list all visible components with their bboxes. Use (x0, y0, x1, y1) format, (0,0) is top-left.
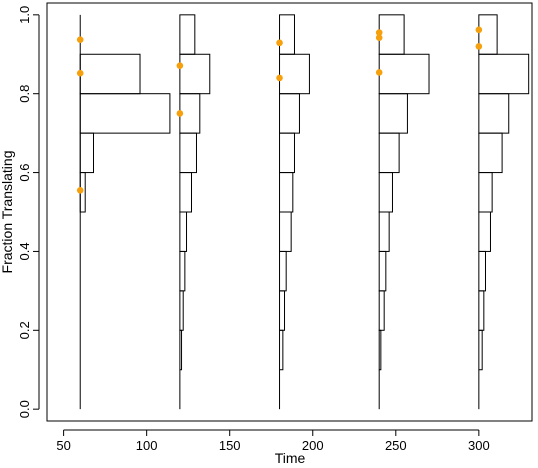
bin-180-1 (279, 329, 284, 371)
bin-240-2 (378, 290, 385, 331)
y-tick-label-0: 0.0 (17, 400, 32, 418)
x-tick-label-200: 200 (302, 438, 324, 453)
bin-300-8 (478, 53, 530, 95)
bin-120-6 (179, 132, 197, 174)
x-tick-label-100: 100 (136, 438, 158, 453)
bin-120-5 (179, 172, 193, 213)
bin-300-6 (478, 132, 503, 174)
plot-frame (46, 2, 533, 422)
bin-300-9 (478, 14, 498, 55)
bin-180-7 (279, 93, 300, 134)
bin-180-2 (279, 290, 286, 331)
y-tick-label-5: 1.0 (17, 6, 32, 24)
point-240-2 (375, 29, 383, 36)
bin-300-2 (478, 290, 485, 331)
y-tick-label-3: 0.6 (17, 164, 32, 182)
bin-300-5 (478, 172, 493, 213)
x-tick-label-150: 150 (219, 438, 241, 453)
point-60-0 (76, 187, 84, 194)
group-180 (276, 14, 310, 410)
bin-180-5 (279, 172, 294, 213)
bin-240-9 (378, 14, 405, 55)
point-180-0 (276, 74, 283, 82)
bin-120-8 (179, 53, 211, 95)
y-axis-title: Fraction Translating (0, 151, 15, 274)
bin-240-6 (378, 132, 400, 174)
x-tick-label-300: 300 (468, 438, 490, 453)
bin-60-8 (79, 53, 141, 95)
bin-240-4 (378, 211, 390, 252)
y-tick-label-1: 0.2 (17, 321, 32, 339)
point-300-1 (475, 26, 483, 34)
point-300-0 (475, 43, 483, 50)
bin-180-9 (279, 14, 295, 55)
x-axis: 50 100 150 200 250 300 (56, 429, 490, 453)
x-axis-title: Time (275, 450, 306, 466)
bin-300-3 (478, 250, 486, 292)
point-240-0 (375, 69, 383, 76)
bin-300-1 (478, 329, 483, 371)
bin-120-1 (179, 329, 183, 371)
bin-180-4 (279, 211, 292, 252)
x-tick-label-250: 250 (385, 438, 407, 453)
bin-300-4 (478, 211, 491, 252)
x-tick-label-50: 50 (56, 438, 70, 453)
group-60 (76, 14, 171, 410)
bin-240-5 (378, 172, 393, 213)
y-tick-label-2: 0.4 (17, 242, 32, 260)
bin-180-3 (279, 250, 287, 292)
point-60-2 (76, 36, 84, 43)
group-240 (375, 14, 430, 410)
bin-180-8 (279, 53, 310, 95)
bin-120-4 (179, 211, 188, 252)
bin-300-7 (478, 93, 510, 134)
histogram-groups (76, 14, 530, 410)
group-120 (176, 14, 211, 410)
y-axis: 0.0 0.2 0.4 0.6 0.8 1.0 (17, 6, 40, 418)
y-tick-label-4: 0.8 (17, 85, 32, 103)
bin-120-2 (179, 290, 184, 331)
point-120-1 (176, 62, 184, 69)
bin-240-1 (378, 329, 382, 371)
bin-180-6 (279, 132, 295, 174)
group-300 (475, 14, 530, 410)
point-180-1 (276, 39, 283, 47)
point-120-0 (176, 110, 184, 117)
bin-240-7 (378, 93, 408, 134)
bin-240-3 (378, 250, 387, 292)
point-240-1 (375, 34, 383, 42)
bin-60-6 (79, 132, 95, 174)
point-60-1 (76, 69, 84, 77)
bin-120-9 (179, 14, 196, 55)
bin-60-7 (79, 93, 171, 134)
bin-240-8 (378, 53, 430, 95)
bin-120-3 (179, 250, 186, 292)
